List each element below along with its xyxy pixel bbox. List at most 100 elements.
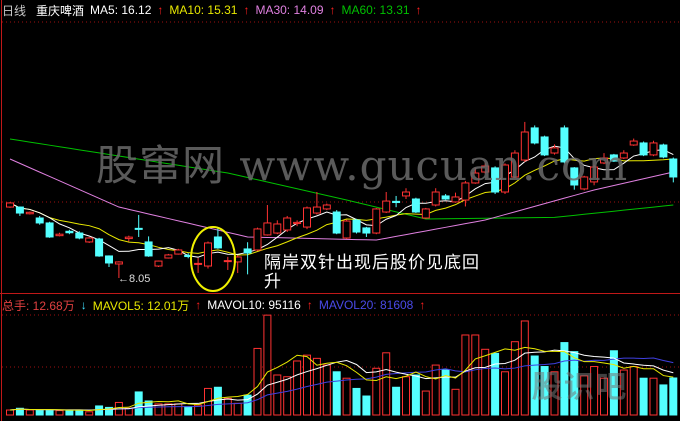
mavol10-value: MAVOL10: 95116 (207, 298, 301, 312)
candle-down (213, 236, 222, 249)
volume-bar (530, 355, 539, 416)
volume-bar (332, 371, 341, 416)
candle-down (105, 255, 113, 264)
candle-up (649, 142, 658, 156)
candle-down (134, 227, 143, 230)
candle-up (510, 152, 519, 178)
candle-up (629, 140, 638, 146)
volume-bar (609, 350, 618, 416)
ma10-value: MA10: 15.31 (169, 3, 238, 17)
highlight-ellipse (190, 226, 236, 292)
volume-bar (659, 384, 668, 416)
arrow-up-icon: ↑ (419, 298, 426, 312)
mavol20-value: MAVOL20: 81608 (318, 298, 414, 312)
volume-bar (184, 406, 193, 416)
candle-down (491, 167, 500, 193)
candle-up (204, 242, 212, 267)
candle-up (461, 182, 470, 201)
candle-up (431, 191, 440, 206)
candle-up (55, 233, 64, 237)
volume-bar (342, 377, 351, 416)
volume-bar (303, 354, 311, 416)
candle-up (194, 262, 203, 265)
volume-bar (75, 409, 84, 416)
candle-up (550, 147, 559, 154)
volume-bar (461, 334, 470, 416)
arrow-down-icon: ↓ (80, 298, 87, 312)
candle-up (124, 236, 133, 240)
volume-bar (629, 366, 638, 416)
volume-bar (322, 364, 331, 416)
watermark-text: 股窜网 www.gucuan.com (96, 141, 629, 190)
volume-bar (392, 386, 401, 416)
mavol5-line (9, 346, 674, 412)
candle-up (114, 261, 123, 265)
arrow-up-icon: ↑ (195, 298, 202, 312)
mavol5-value: MAVOL5: 12.01万 (92, 298, 190, 313)
volume-bar (471, 334, 480, 416)
volume-bar (95, 405, 104, 416)
volume-bar (540, 366, 549, 416)
candle-up (471, 172, 480, 184)
period-label[interactable]: 日线 (2, 3, 27, 18)
candle-up (253, 228, 262, 251)
ma30-line (9, 158, 674, 241)
candle-down (560, 127, 569, 163)
stock-name: 重庆啤酒 (36, 3, 85, 18)
candle-up (25, 211, 34, 215)
candle-up (619, 152, 628, 159)
volume-bar (55, 410, 64, 416)
volume-bar (352, 387, 361, 416)
volume-bar (590, 366, 599, 416)
candle-down (411, 198, 420, 213)
volume-bar (649, 377, 658, 416)
volume-bar (85, 411, 94, 416)
candle-up (501, 164, 509, 193)
candle-down (540, 136, 549, 156)
ma5-value: MA5: 16.12 (90, 3, 152, 17)
candle-down (45, 222, 54, 238)
volume-bar (312, 357, 321, 416)
volume-bar (243, 394, 252, 416)
volume-bar (164, 403, 173, 416)
volume-bar (15, 407, 24, 416)
candle-up (223, 260, 232, 263)
volume-bar (560, 342, 569, 416)
volume-bar (402, 376, 410, 416)
price-legend: 日线 重庆啤酒 MA5: 16.12 ↑ MA10: 15.31 ↑ MA30: 1… (2, 1, 422, 19)
volume-bar (45, 409, 54, 416)
volume-bar (481, 348, 490, 416)
volume-legend: 总手: 12.68万 ↓ MAVOL5: 12.01万 ↑ MAVOL10: 951… (2, 296, 425, 314)
arrow-up-icon: ↑ (157, 3, 164, 17)
ma30-value: MA30: 14.09 (255, 3, 324, 17)
volume-bar (6, 409, 14, 416)
candle-down (609, 154, 618, 162)
volume-bar (510, 341, 519, 416)
mavol10-line (9, 349, 674, 411)
volume-bar (213, 386, 222, 416)
volume-bar (669, 377, 678, 416)
arrow-up-icon: ↑ (306, 298, 313, 312)
candle-down (15, 206, 24, 214)
candle-up (382, 200, 391, 213)
volume-bar (580, 375, 589, 416)
candle-down (362, 227, 371, 234)
volume-bar (273, 374, 282, 416)
candle-down (144, 241, 153, 257)
candle-down (392, 200, 401, 204)
total-volume: 总手: 12.68万 (2, 298, 75, 313)
candle-down (570, 167, 579, 186)
volume-bar (431, 364, 440, 416)
candle-down (35, 217, 44, 224)
volume-bar (570, 351, 579, 416)
low-price-label: ←8.05 (118, 273, 151, 285)
watermark-logo: 股识吧 (532, 370, 628, 405)
candle-up (283, 217, 292, 231)
candle-up (164, 254, 173, 259)
candle-down (639, 142, 648, 156)
candle-down (332, 211, 341, 234)
candle-up (322, 204, 331, 210)
candle-down (75, 232, 84, 239)
candle-down (95, 238, 104, 257)
